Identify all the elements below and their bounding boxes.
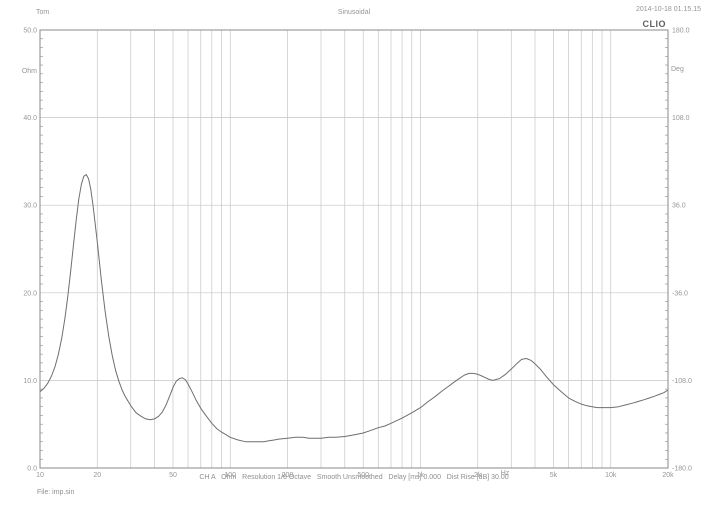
y-left-unit-label: Ohm (21, 68, 37, 75)
y-right-tick-label: -180.0 (672, 466, 692, 473)
x-tick-label: 2k (474, 472, 482, 479)
x-tick-label: 1k (417, 472, 425, 479)
plot-border (39, 29, 669, 469)
datetime-label: 2014-10-18 01.15.15 (636, 6, 701, 13)
y-right-tick-label: -108.0 (672, 378, 692, 385)
y-right-tick-label: 108.0 (672, 115, 690, 122)
y-left-tick-label: 0.0 (27, 466, 37, 473)
x-axis-unit-label: Hz (500, 470, 510, 477)
x-tick-label: 10 (36, 472, 44, 479)
x-tick-label: 5k (550, 472, 558, 479)
impedance-modulus-curve (39, 174, 669, 443)
x-tick-label: 200 (282, 472, 294, 479)
license-user-label: Tom (36, 9, 50, 16)
y-right-unit-label: Deg (671, 66, 684, 73)
y-right-tick-label: -36.0 (672, 290, 688, 297)
x-tick-label: 100 (224, 472, 236, 479)
file-name-label: File: imp.sin (37, 489, 75, 496)
y-right-tick-label: 36.0 (672, 203, 686, 210)
x-tick-label: 10k (605, 472, 617, 479)
y-left-tick-label: 10.0 (23, 378, 37, 385)
clio-logo: CLIO (642, 19, 666, 29)
x-tick-label: 50 (169, 472, 177, 479)
measurement-settings-statusline: CH A Ohm Resolution 1/6 Octave Smooth Un… (199, 474, 509, 481)
measurement-title: Sinusoidal (337, 9, 371, 16)
y-left-tick-label: 30.0 (23, 203, 37, 210)
x-tick-label: 20k (662, 472, 674, 479)
y-right-tick-label: 180.0 (672, 28, 690, 35)
y-left-tick-label: 20.0 (23, 290, 37, 297)
y-left-tick-label: 50.0 (23, 28, 37, 35)
x-tick-label: 20 (93, 472, 101, 479)
y-left-tick-label: 40.0 (23, 115, 37, 122)
x-tick-label: 500 (357, 472, 369, 479)
